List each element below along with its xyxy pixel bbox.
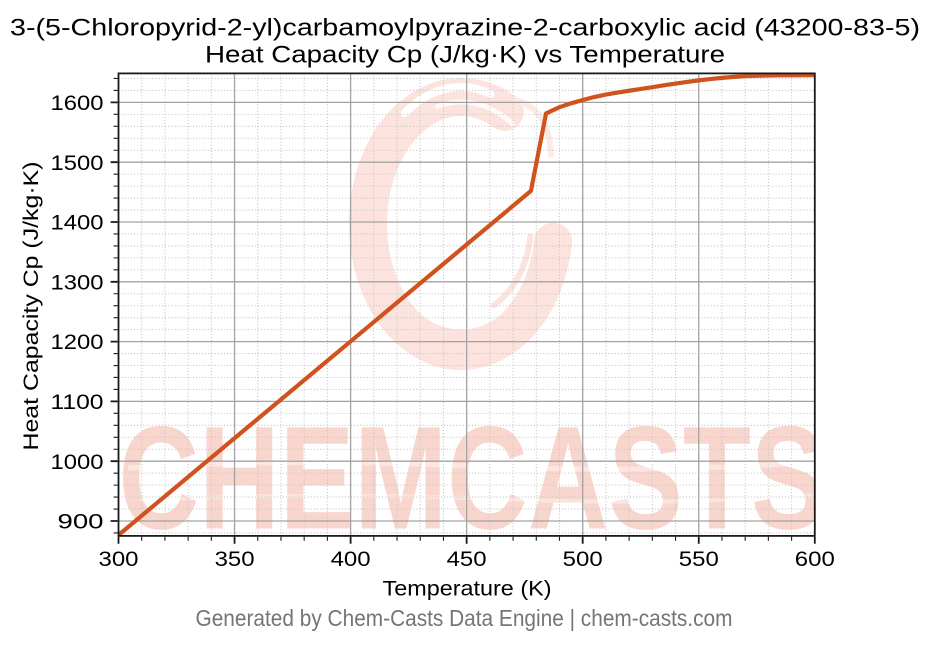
svg-text:300: 300	[99, 547, 139, 571]
svg-text:600: 600	[795, 547, 835, 571]
svg-text:1100: 1100	[51, 390, 104, 414]
svg-text:Generated by Chem-Casts Data E: Generated by Chem-Casts Data Engine | ch…	[196, 605, 733, 631]
svg-text:Heat Capacity Cp (J/kg·K) vs T: Heat Capacity Cp (J/kg·K) vs Temperature	[205, 42, 725, 69]
svg-text:400: 400	[331, 547, 371, 571]
svg-text:3-(5-Chloropyrid-2-yl)carbamoy: 3-(5-Chloropyrid-2-yl)carbamoylpyrazine-…	[10, 14, 920, 41]
svg-text:450: 450	[447, 547, 487, 571]
svg-text:Heat Capacity Cp (J/kg·K): Heat Capacity Cp (J/kg·K)	[19, 162, 43, 451]
svg-text:550: 550	[679, 547, 719, 571]
svg-text:1000: 1000	[51, 450, 104, 474]
svg-text:1300: 1300	[51, 270, 104, 294]
svg-text:1400: 1400	[51, 211, 104, 235]
svg-text:900: 900	[58, 510, 104, 534]
svg-text:1600: 1600	[51, 91, 104, 115]
svg-text:Temperature (K): Temperature (K)	[383, 577, 552, 600]
svg-text:350: 350	[215, 547, 255, 571]
svg-text:1200: 1200	[51, 330, 104, 354]
svg-text:500: 500	[563, 547, 603, 571]
svg-text:1500: 1500	[51, 151, 104, 175]
